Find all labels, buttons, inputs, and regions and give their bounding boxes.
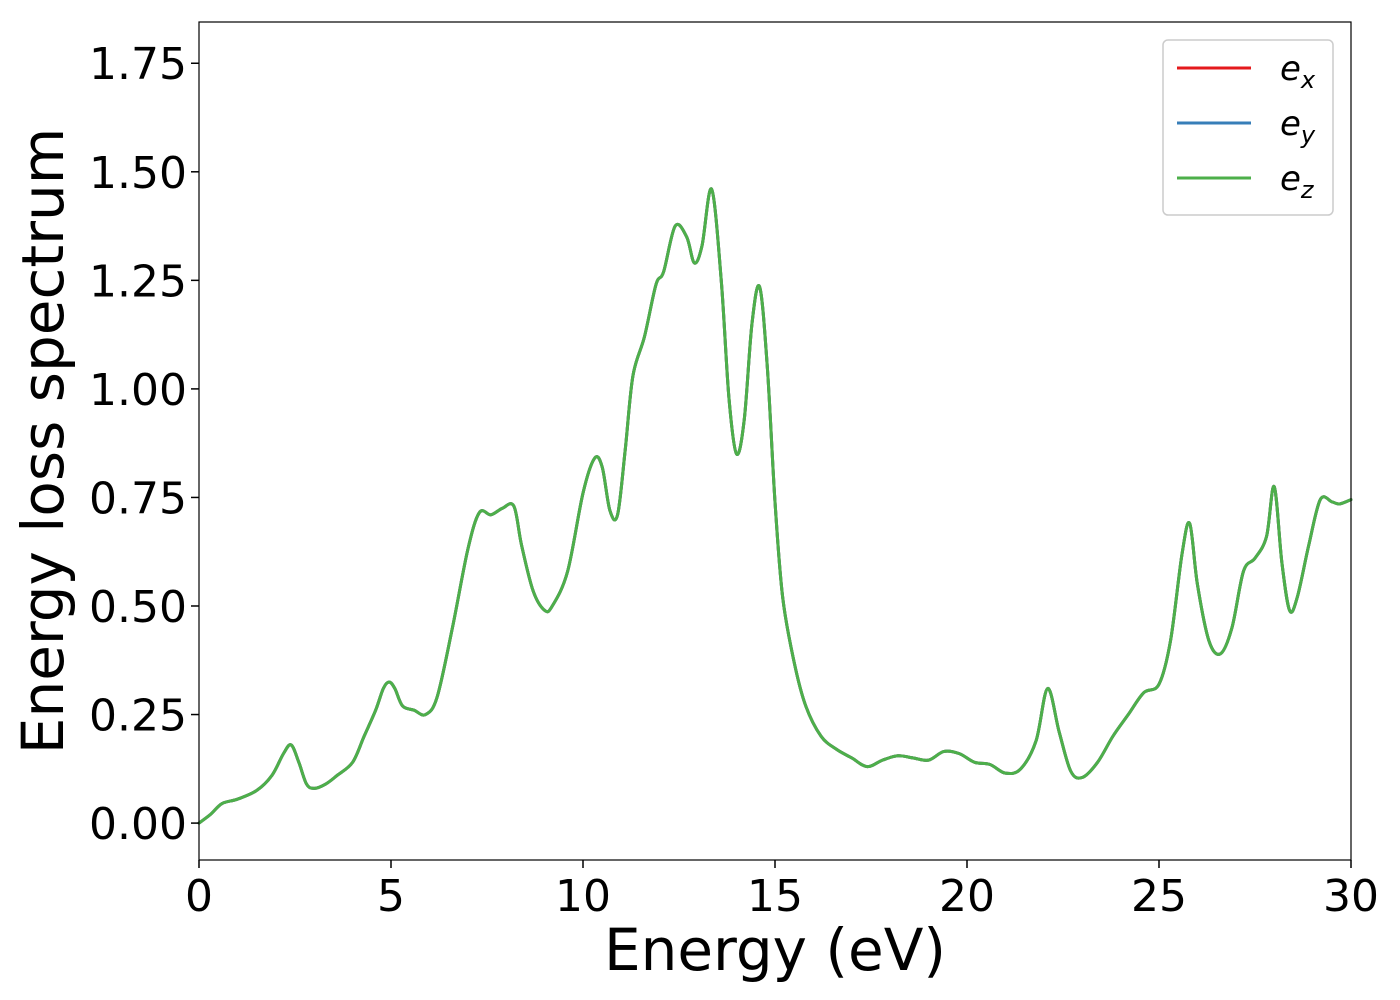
- y-tick-label: 0.75: [89, 473, 187, 524]
- y-axis: 0.00 0.25 0.50 0.75 1.00 1.25 1.50 1.75: [89, 39, 199, 850]
- y-tick-label: 0.50: [89, 582, 187, 633]
- y-tick-label: 1.25: [89, 256, 187, 307]
- x-tick-label: 20: [939, 871, 995, 922]
- x-tick-label: 10: [555, 871, 611, 922]
- y-tick-label: 1.00: [89, 365, 187, 416]
- x-tick-label: 15: [747, 871, 803, 922]
- legend: ex ey ez: [1162, 39, 1334, 216]
- legend-box: [1162, 39, 1334, 216]
- legend-label: ex: [1280, 49, 1316, 94]
- legend-label: ez: [1280, 159, 1315, 204]
- y-tick-label: 0.00: [89, 799, 187, 850]
- x-tick-label: 25: [1131, 871, 1187, 922]
- x-tick-label: 30: [1323, 871, 1379, 922]
- y-tick-label: 1.75: [89, 39, 187, 90]
- y-axis-title: Energy loss spectrum: [9, 128, 77, 754]
- series-layer: [197, 187, 1353, 825]
- x-axis-title: Energy (eV): [604, 916, 946, 984]
- y-tick-label: 0.25: [89, 691, 187, 742]
- x-axis: 0 5 10 15 20 25 30: [185, 860, 1379, 922]
- y-tick-label: 1.50: [89, 148, 187, 199]
- x-tick-label: 5: [377, 871, 405, 922]
- series-line-ez: [197, 187, 1353, 825]
- legend-label: ey: [1280, 104, 1316, 149]
- x-tick-label: 0: [185, 871, 213, 922]
- plot-area: [199, 22, 1351, 860]
